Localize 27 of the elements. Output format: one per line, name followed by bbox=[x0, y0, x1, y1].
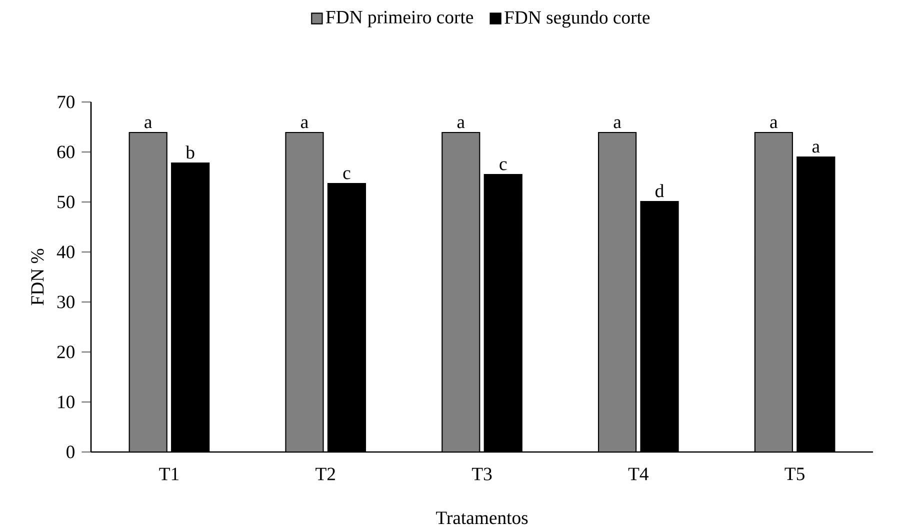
legend-label: FDN segundo corte bbox=[504, 10, 650, 28]
annotation: b bbox=[186, 146, 194, 159]
y-tick-label: 50 bbox=[58, 196, 74, 208]
x-tick-label: T2 bbox=[316, 468, 335, 480]
x-tick-label: T4 bbox=[628, 468, 648, 480]
annotation: d bbox=[656, 184, 664, 198]
annotation: a bbox=[457, 119, 465, 128]
y-tick-label: 60 bbox=[57, 146, 74, 158]
y-axis-title: FDN % bbox=[31, 248, 44, 306]
annotation: a bbox=[300, 119, 308, 128]
y-tick-label: 30 bbox=[57, 296, 74, 308]
annotation: a bbox=[812, 144, 820, 153]
y-tick-label: 70 bbox=[58, 96, 74, 108]
x-axis-title: Tratamentos bbox=[436, 512, 528, 524]
annotation: a bbox=[614, 119, 622, 128]
legend-label: FDN primeiro corte bbox=[326, 10, 474, 28]
y-tick-label: 10 bbox=[58, 396, 74, 408]
annotation: c bbox=[500, 161, 507, 170]
annotation: a bbox=[144, 119, 152, 128]
y-tick-label: 40 bbox=[56, 246, 74, 258]
annotation: a bbox=[770, 119, 778, 128]
y-tick-label: 0 bbox=[66, 446, 74, 458]
annotation: c bbox=[343, 170, 350, 180]
x-tick-label: T1 bbox=[159, 468, 178, 480]
x-tick-label: T5 bbox=[784, 468, 804, 480]
x-tick-label: T3 bbox=[472, 468, 492, 480]
y-tick-label: 20 bbox=[57, 346, 74, 358]
